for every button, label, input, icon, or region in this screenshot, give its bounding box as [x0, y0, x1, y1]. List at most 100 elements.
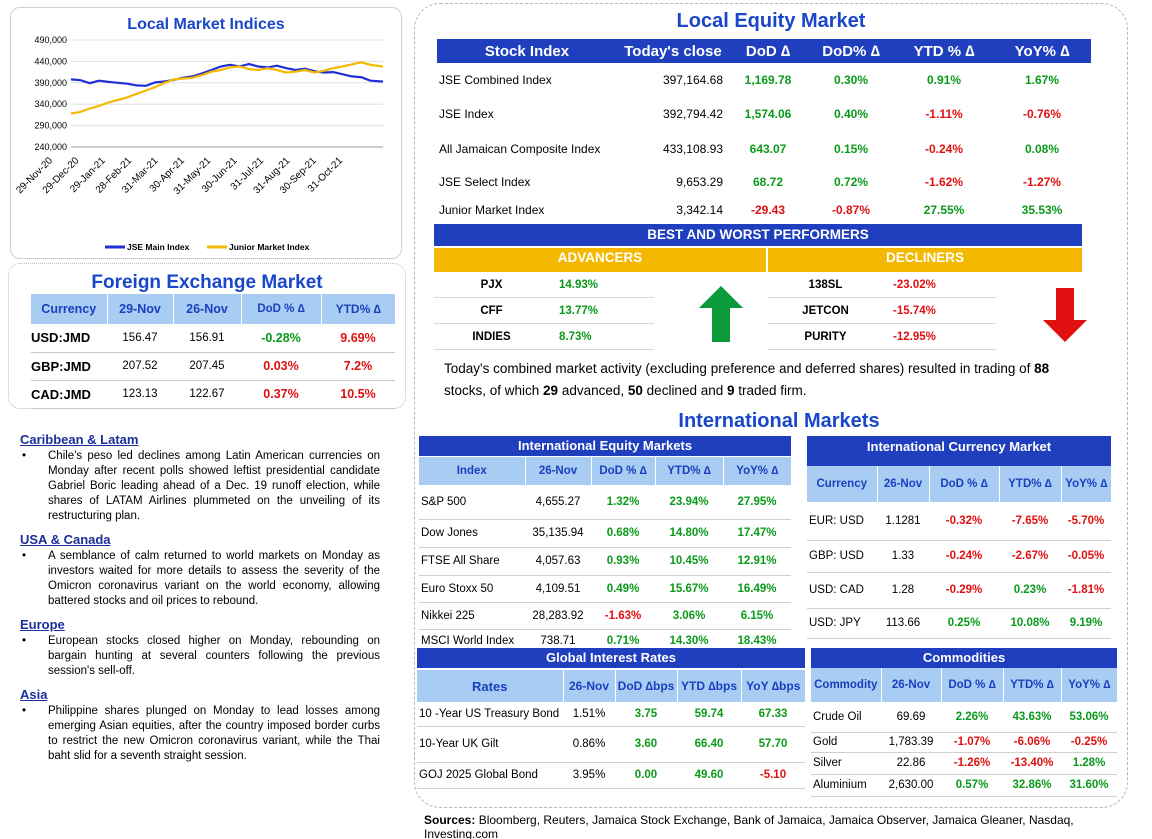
com-ytd: -13.40% [1010, 757, 1054, 769]
decliners-list: 138SL -23.02% JETCON -15.74% PURITY -12.95% [768, 272, 996, 350]
rates-yoy: -5.10 [759, 769, 787, 781]
cur-row: EUR: USD 1.1281 -0.32% -7.65% -5.70% [807, 502, 1111, 540]
com-ytd: 32.86% [1012, 779, 1052, 791]
com-name: Silver [813, 757, 842, 769]
fx-dod: 0.03% [263, 359, 299, 373]
lem-ytd: 0.91% [926, 73, 962, 87]
com-yoy: 31.60% [1069, 779, 1109, 791]
sources-line: Sources: Bloomberg, Reuters, Jamaica Sto… [424, 813, 1144, 839]
rates-yoy: 57.70 [758, 738, 788, 750]
activity-t3: advanced, [558, 383, 628, 398]
intl-title: International Markets [678, 410, 880, 432]
rates-col-26nov: 26-Nov [562, 670, 615, 702]
com-ytd: 43.63% [1012, 710, 1052, 723]
eq-26nov: 4,109.51 [535, 582, 581, 595]
activity-t2: stocks, of which [444, 383, 544, 398]
lem-row: Junior Market Index 3,342.14 -29.43 -0.87% 2… [437, 197, 1091, 223]
fx-row: GBP:JMD 207.52 207.45 0.03% 7.2% [31, 352, 395, 380]
eq-dod: 0.71% [606, 635, 640, 647]
decliner-row: PURITY -12.95% [768, 324, 996, 350]
eq-ytd: 14.30% [669, 635, 709, 647]
activity-t5: traded firm. [734, 383, 807, 398]
cur-name: USD: JPY [809, 617, 861, 629]
fx-col-dod: DoD % ∆ [241, 294, 322, 324]
cur-26nov: 1.1281 [885, 514, 921, 527]
rates-ytd: 66.40 [694, 738, 724, 750]
cur-dod: -0.29% [945, 584, 983, 596]
intl-equity-table: Index 26-Nov DoD % ∆ YTD% ∆ YoY% ∆ S&P 5… [419, 457, 791, 654]
advancer-symbol: CFF [480, 304, 503, 317]
eq-yoy: 16.49% [737, 582, 777, 595]
lem-dodp: 0.15% [833, 141, 869, 156]
eq-yoy: 27.95% [737, 495, 777, 508]
intl-currency-panel: International Currency Market Currency 2… [807, 436, 1111, 639]
fx-ytd: 7.2% [343, 359, 373, 373]
eq-yoy: 6.15% [740, 609, 774, 622]
eq-name: S&P 500 [421, 495, 467, 508]
eq-name: Dow Jones [421, 527, 478, 539]
fx-ytd: 9.69% [340, 330, 376, 345]
eq-dod: -1.63% [604, 609, 642, 622]
rates-row: GOJ 2025 Global Bond 3.95% 0.00 49.60 -5.10 [417, 762, 805, 788]
fx-col-currency: Currency [31, 294, 108, 324]
rates-26nov: 3.95% [572, 769, 606, 781]
lem-col-yoy: YoY% ∆ [1014, 42, 1070, 60]
rates-26nov: 1.51% [572, 707, 606, 720]
eq-col-ytd: YTD% ∆ [654, 457, 723, 485]
rates-col-yoy: YoY ∆bps [740, 670, 805, 702]
news-section: Caribbean & Latam Chile's peso led declin… [20, 432, 380, 764]
lem-dod: 643.07 [749, 141, 787, 156]
fx-row: CAD:JMD 123.13 122.67 0.37% 10.5% [31, 380, 395, 408]
news-bullet: Chile's peso led declines among Latin Am… [20, 449, 380, 524]
eq-col-index: Index [456, 465, 487, 477]
com-26nov: 2,630.00 [888, 779, 934, 791]
lem-yoy: 0.08% [1024, 141, 1060, 156]
fx-29nov: 207.52 [122, 360, 158, 372]
lem-row: JSE Combined Index 397,164.68 1,169.78 0.30… [437, 63, 1091, 97]
cur-col-currency: Currency [816, 478, 868, 490]
commodities-table: Commodity 26-Nov DoD % ∆ YTD% ∆ YoY% ∆ C… [811, 668, 1117, 797]
eq-ytd: 14.80% [669, 527, 709, 539]
lem-dod: -29.43 [750, 203, 786, 217]
lem-title: Local Equity Market [676, 10, 866, 32]
rates-col-rates: Rates [472, 678, 508, 694]
com-col-yoy: YoY% ∆ [1060, 668, 1117, 702]
fx-29nov: 123.13 [122, 388, 158, 400]
cur-26nov: 1.33 [891, 550, 915, 562]
rates-panel: Global Interest Rates Rates 26-Nov DoD ∆… [417, 648, 805, 789]
news-heading: USA & Canada [20, 532, 111, 547]
chart-title: Local Market Indices [127, 16, 285, 33]
intl-equity-panel: International Equity Markets Index 26-No… [419, 436, 791, 654]
activity-t4: declined and [642, 383, 727, 398]
com-name: Crude Oil [813, 710, 862, 723]
lem-table: Stock Index Today's close DoD ∆ DoD% ∆ Y… [437, 39, 1091, 223]
fx-col-26nov: 26-Nov [173, 294, 242, 324]
eq-col-dod: DoD % ∆ [590, 457, 655, 485]
eq-yoy: 18.43% [737, 635, 777, 647]
rates-title: Global Interest Rates [417, 648, 805, 668]
cur-row: USD: CAD 1.28 -0.29% 0.23% -1.81% [807, 572, 1111, 608]
intl-currency-title: International Currency Market [807, 436, 1111, 466]
rates-col-ytd: YTD ∆bps [676, 670, 741, 702]
decliner-change: -23.02% [893, 278, 936, 291]
eq-26nov: 4,057.63 [535, 555, 581, 567]
market-activity-text: Today's combined market activity (exclud… [444, 358, 1084, 402]
eq-dod: 0.68% [606, 527, 640, 539]
com-yoy: 1.28% [1072, 757, 1106, 769]
rates-dod: 3.75 [634, 707, 658, 720]
cur-col-26nov: 26-Nov [876, 466, 929, 502]
cur-dod: -0.24% [945, 550, 983, 562]
eq-row: Dow Jones 35,135.94 0.68% 14.80% 17.47% [419, 519, 791, 547]
activity-n2: 29 [543, 383, 559, 398]
com-yoy: -0.25% [1070, 736, 1108, 748]
junior-market-index-line [70, 61, 384, 115]
lem-row: JSE Select Index 9,653.29 68.72 0.72% -1.62%… [437, 167, 1091, 197]
news-bullet: European stocks closed higher on Monday,… [20, 634, 380, 679]
com-name: Aluminium [813, 779, 867, 791]
com-row: Silver 22.86 -1.26% -13.40% 1.28% [811, 752, 1117, 774]
advancer-row: PJX 14.93% [434, 272, 654, 298]
decliner-symbol: PURITY [804, 330, 847, 343]
decliner-symbol: 138SL [808, 278, 843, 291]
rates-ytd: 59.74 [694, 707, 724, 720]
cur-col-ytd: YTD% ∆ [998, 466, 1061, 502]
